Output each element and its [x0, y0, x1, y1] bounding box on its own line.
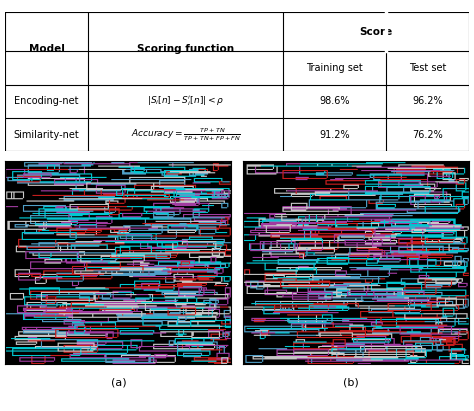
- Text: 84.8%: 84.8%: [319, 163, 350, 173]
- Text: Training set: Training set: [306, 63, 363, 73]
- Text: Score: Score: [360, 27, 393, 37]
- Text: Encoding-net: Encoding-net: [14, 96, 79, 106]
- Text: Model: Model: [28, 44, 64, 53]
- Text: (b): (b): [343, 377, 359, 387]
- Text: 91.2%: 91.2%: [319, 130, 350, 140]
- Text: Scoring function: Scoring function: [137, 44, 235, 53]
- Text: 76.2%: 76.2%: [412, 130, 443, 140]
- Text: 98.6%: 98.6%: [319, 96, 350, 106]
- Text: Grouping-net: Grouping-net: [14, 163, 79, 173]
- Text: $|S_i[n] - S_i'[n]| < \rho$: $|S_i[n] - S_i'[n]| < \rho$: [147, 95, 225, 108]
- Text: 96.2%: 96.2%: [412, 96, 443, 106]
- Text: $|V_{i,j}[n] - V_{i,j}'[n]| < \rho$: $|V_{i,j}[n] - V_{i,j}'[n]| < \rho$: [142, 161, 230, 175]
- Text: Test set: Test set: [409, 63, 446, 73]
- Text: (a): (a): [111, 377, 127, 387]
- Text: Similarity-net: Similarity-net: [14, 130, 80, 140]
- Text: $Accuracy = \frac{TP+TN}{TP+TN+FP+FN}$: $Accuracy = \frac{TP+TN}{TP+TN+FP+FN}$: [131, 127, 241, 143]
- Text: 84.2%: 84.2%: [412, 163, 443, 173]
